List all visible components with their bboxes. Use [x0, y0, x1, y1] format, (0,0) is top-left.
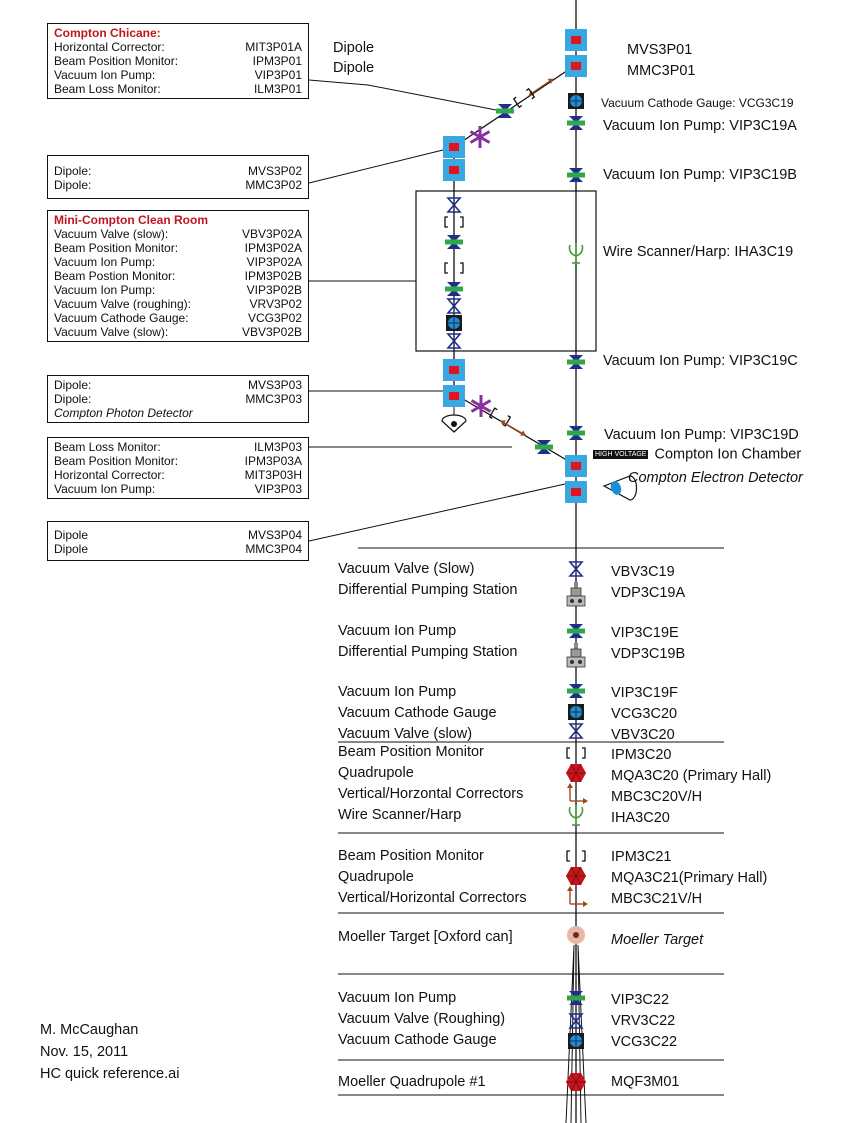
box-row: Vacuum Ion Pump: VIP3P03: [54, 482, 302, 496]
dipole-label-2: Dipole: [333, 60, 375, 76]
group-right: MQF3M01: [611, 1074, 680, 1090]
group-left: Beam Position Monitor Quadrupole Vertical/…: [338, 848, 527, 906]
vip-c-label: Vacuum Ion Pump: VIP3C19C: [603, 353, 798, 369]
box-row: Dipole: MMC3P02: [54, 178, 302, 192]
group-left: Vacuum Ion Pump Vacuum Valve (Roughing) Va…: [338, 990, 506, 1048]
vcg-label: Vacuum Cathode Gauge: VCG3C19: [601, 96, 794, 110]
group-right: IPM3C21 MQA3C21(Primary Hall) MBC3C21V/H: [611, 849, 768, 907]
group-left: Vacuum Valve (Slow) Differential Pumping …: [338, 561, 518, 598]
box-row: Dipole: MMC3P03: [54, 392, 302, 406]
high-voltage-badge: HIGH VOLTAGE: [593, 450, 649, 459]
box-row: Vacuum Ion Pump: VIP3P02A: [54, 255, 302, 269]
box-row: Vacuum Cathode Gauge: VCG3P02: [54, 311, 302, 325]
electron-detector-icon: [602, 475, 638, 501]
author-credit: M. McCaughan Nov. 15, 2011 HC quick refe…: [40, 1022, 180, 1082]
box-row: Horizontal Corrector: MIT3P03H: [54, 468, 302, 482]
box-row: Vacuum Valve (slow): VBV3P02B: [54, 325, 302, 339]
box-row: Dipole: MVS3P03: [54, 378, 302, 392]
box-row: Vacuum Ion Pump: VIP3P02B: [54, 283, 302, 297]
group-left: Moeller Target [Oxford can]: [338, 929, 513, 945]
mvs-label: MVS3P01: [627, 42, 693, 58]
box-note: Compton Photon Detector: [54, 406, 193, 420]
box-row: Beam Loss Monitor: ILM3P03: [54, 440, 302, 454]
group-right: VIP3C22 VRV3C22 VCG3C22: [611, 992, 678, 1050]
photon-detector-icon: [441, 407, 467, 433]
box-row: Dipole MVS3P04: [54, 528, 302, 542]
vip-b-label: Vacuum Ion Pump: VIP3C19B: [603, 167, 797, 183]
dipole-label-1: Dipole: [333, 40, 375, 56]
group-right: VBV3C19 VDP3C19A: [611, 564, 686, 601]
group-right: VIP3C19E VDP3C19B: [611, 625, 686, 662]
group-left: Vacuum Ion Pump Differential Pumping Stat…: [338, 623, 518, 660]
ion-chamber-label: HIGH VOLTAGE Compton Ion Chamber: [593, 446, 802, 463]
box-title: Compton Chicane:: [54, 26, 161, 40]
box-row: Beam Position Monitor: IPM3P03A: [54, 454, 302, 468]
dipole-p03-box: Dipole: MVS3P03 Dipole: MMC3P03 Compton Ph…: [47, 375, 309, 423]
harp-label: Wire Scanner/Harp: IHA3C19: [603, 244, 794, 260]
box-row: Horizontal Corrector: MIT3P01A: [54, 40, 302, 54]
dipole-p04-box: Dipole MVS3P04 Dipole MMC3P04: [47, 521, 309, 561]
box-title: Mini-Compton Clean Room: [54, 213, 208, 227]
box-row: Vacuum Valve (roughing): VRV3P02: [54, 297, 302, 311]
moeller-target-icon: [567, 926, 585, 944]
loss-p03-box: Beam Loss Monitor: ILM3P03 Beam Position …: [47, 437, 309, 499]
vip-d-label: Vacuum Ion Pump: VIP3C19D: [604, 427, 799, 443]
clean-room-box: Mini-Compton Clean Room Vacuum Valve (sl…: [47, 210, 309, 342]
group-left: Beam Position Monitor Quadrupole Vertical/…: [338, 744, 524, 823]
box-row: Vacuum Valve (slow): VBV3P02A: [54, 227, 302, 241]
box-row: Vacuum Ion Pump: VIP3P01: [54, 68, 302, 82]
box-row: Beam Postion Monitor: IPM3P02B: [54, 269, 302, 283]
box-row: Beam Loss Monitor: ILM3P01: [54, 82, 302, 96]
vip-a-label: Vacuum Ion Pump: VIP3C19A: [603, 118, 797, 134]
compton-chicane-box: Compton Chicane: Horizontal Corrector: MI…: [47, 23, 309, 99]
group-left: Moeller Quadrupole #1: [338, 1074, 486, 1090]
group-right: Moeller Target: [611, 932, 704, 948]
box-row: Dipole: MVS3P02: [54, 164, 302, 178]
dipole-p02-box: Dipole: MVS3P02 Dipole: MMC3P02: [47, 155, 309, 199]
group-right: VIP3C19F VCG3C20 VBV3C20: [611, 685, 678, 743]
electron-detector-label: Compton Electron Detector: [628, 470, 803, 486]
box-row: Dipole MMC3P04: [54, 542, 302, 556]
mmc-label: MMC3P01: [627, 63, 696, 79]
box-row: Beam Position Monitor: IPM3P02A: [54, 241, 302, 255]
group-right: IPM3C20 MQA3C20 (Primary Hall) MBC3C20V/H I…: [611, 747, 772, 826]
box-row: Beam Position Monitor: IPM3P01: [54, 54, 302, 68]
group-left: Vacuum Ion Pump Vacuum Cathode Gauge Vacuu…: [338, 684, 497, 742]
